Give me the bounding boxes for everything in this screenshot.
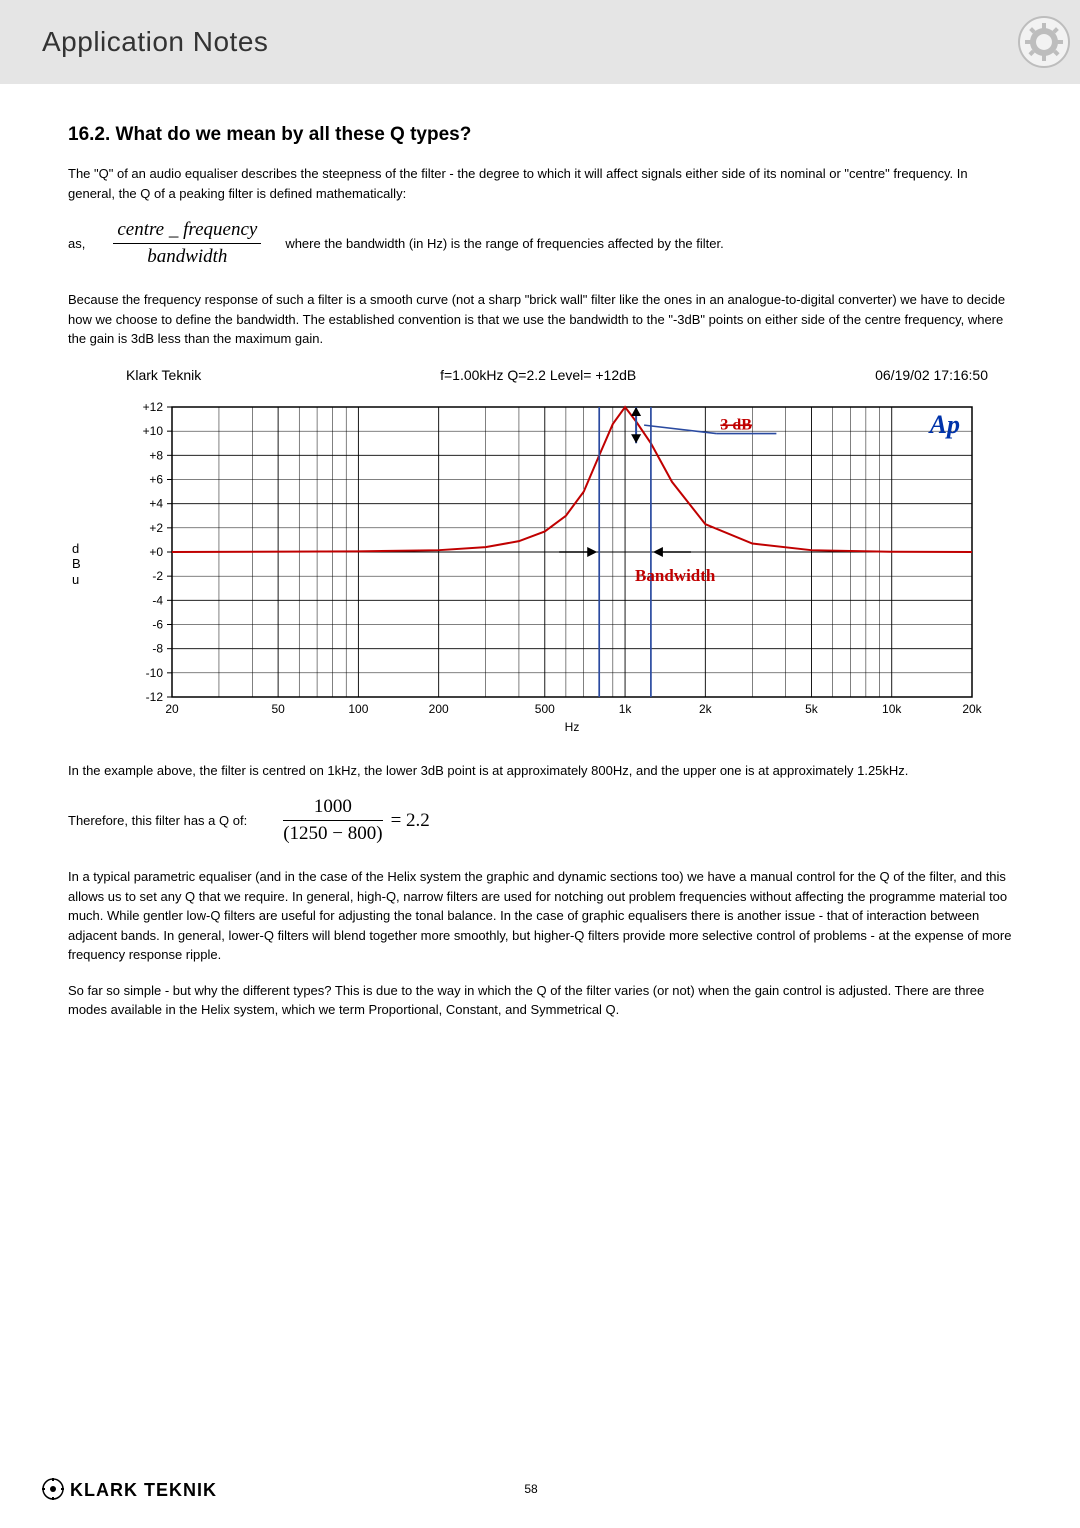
svg-text:50: 50 bbox=[271, 702, 285, 716]
svg-text:-2: -2 bbox=[152, 569, 163, 583]
svg-text:10k: 10k bbox=[882, 702, 902, 716]
content-area: 16.2. What do we mean by all these Q typ… bbox=[0, 84, 1080, 1020]
chart-timestamp: 06/19/02 17:16:50 bbox=[875, 367, 988, 383]
chart-header: Klark Teknik f=1.00kHz Q=2.2 Level= +12d… bbox=[116, 367, 996, 401]
formula-2: 1000 (1250 − 800) = 2.2 bbox=[283, 796, 438, 845]
formula-as-label: as, bbox=[68, 236, 85, 251]
svg-text:+0: +0 bbox=[149, 545, 163, 559]
svg-text:+6: +6 bbox=[149, 472, 163, 486]
svg-text:+4: +4 bbox=[149, 496, 163, 510]
page-header: Application Notes bbox=[0, 0, 1080, 84]
svg-text:-12: -12 bbox=[146, 690, 164, 704]
y-lab-2: u bbox=[72, 572, 81, 588]
svg-text:-4: -4 bbox=[152, 593, 163, 607]
formula2-denominator: (1250 − 800) bbox=[283, 821, 382, 845]
header-gear-icon bbox=[1016, 14, 1072, 70]
svg-text:-6: -6 bbox=[152, 617, 163, 631]
svg-text:500: 500 bbox=[535, 702, 555, 716]
y-lab-1: B bbox=[72, 556, 81, 572]
svg-text:+2: +2 bbox=[149, 520, 163, 534]
svg-text:-10: -10 bbox=[146, 665, 164, 679]
svg-text:20k: 20k bbox=[962, 702, 982, 716]
svg-text:5k: 5k bbox=[805, 702, 819, 716]
svg-text:KLARK TEKNIK: KLARK TEKNIK bbox=[70, 1480, 217, 1500]
paragraph-4: In a typical parametric equaliser (and i… bbox=[68, 867, 1012, 965]
svg-text:+10: +10 bbox=[143, 424, 164, 438]
paragraph-3: In the example above, the filter is cent… bbox=[68, 761, 1012, 781]
svg-text:Bandwidth: Bandwidth bbox=[635, 566, 716, 585]
formula1-numerator: centre _ frequency bbox=[113, 219, 261, 244]
formula1-denominator: bandwidth bbox=[113, 244, 261, 268]
chart-brand: Klark Teknik bbox=[126, 367, 201, 383]
svg-text:Hz: Hz bbox=[565, 720, 580, 734]
header-title: Application Notes bbox=[42, 26, 268, 58]
chart-svg: +12 +10 +8 +6 +4 +2 +0 -2 -4 -6 -8 -10 -1220 50 100 200… bbox=[116, 401, 996, 741]
y-axis-label: d B u bbox=[72, 541, 81, 588]
svg-text:20: 20 bbox=[165, 702, 179, 716]
formula-where-text: where the bandwidth (in Hz) is the range… bbox=[285, 234, 1012, 254]
footer: KLARK TEKNIK 58 bbox=[42, 1476, 1020, 1502]
formula2-equals: = 2.2 bbox=[391, 810, 430, 832]
chart-area: d B u +12+10+8+6+4+2+0-2-4-6-8-10-122050… bbox=[116, 401, 996, 741]
paragraph-2: Because the frequency response of such a… bbox=[68, 290, 1012, 349]
formula-1-row: as, centre _ frequency bandwidth where t… bbox=[68, 219, 1012, 268]
formula2-lead: Therefore, this filter has a Q of: bbox=[68, 813, 247, 828]
svg-text:3 dB: 3 dB bbox=[720, 416, 752, 433]
formula-1: centre _ frequency bandwidth bbox=[113, 219, 261, 268]
section-heading: 16.2. What do we mean by all these Q typ… bbox=[68, 124, 1012, 146]
formula2-numerator: 1000 bbox=[283, 796, 382, 821]
svg-text:+8: +8 bbox=[149, 448, 163, 462]
svg-text:+12: +12 bbox=[143, 401, 164, 414]
paragraph-5: So far so simple - but why the different… bbox=[68, 981, 1012, 1020]
formula-2-row: Therefore, this filter has a Q of: 1000 … bbox=[68, 796, 1012, 845]
svg-text:100: 100 bbox=[348, 702, 368, 716]
y-lab-0: d bbox=[72, 541, 81, 557]
svg-text:Ap: Ap bbox=[928, 410, 960, 439]
intro-paragraph: The "Q" of an audio equaliser describes … bbox=[68, 164, 1012, 203]
page-number: 58 bbox=[524, 1482, 537, 1496]
svg-text:200: 200 bbox=[429, 702, 449, 716]
svg-text:1k: 1k bbox=[619, 702, 633, 716]
footer-logo: KLARK TEKNIK bbox=[42, 1476, 302, 1502]
chart-title: f=1.00kHz Q=2.2 Level= +12dB bbox=[440, 367, 636, 383]
chart: Klark Teknik f=1.00kHz Q=2.2 Level= +12d… bbox=[116, 367, 996, 741]
svg-text:2k: 2k bbox=[699, 702, 713, 716]
svg-text:-8: -8 bbox=[152, 641, 163, 655]
